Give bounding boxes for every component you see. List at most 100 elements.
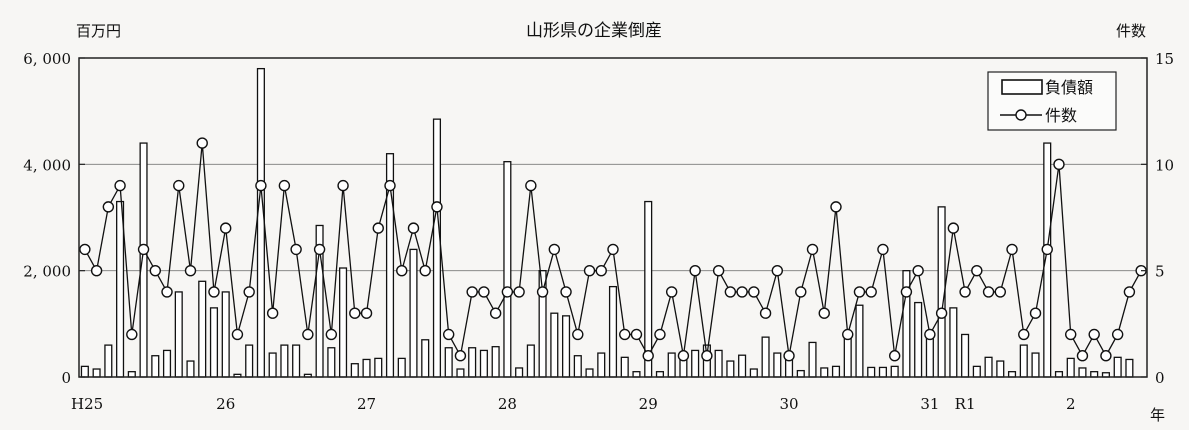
- debt-bar: [209, 307, 219, 378]
- count-marker: [736, 286, 748, 298]
- debt-bar: [468, 347, 477, 378]
- debt-bar: [397, 357, 406, 378]
- count-marker: [771, 264, 784, 277]
- legend-marker-swatch: [1015, 109, 1027, 121]
- debt-bar: [362, 358, 371, 378]
- count-marker: [302, 328, 314, 341]
- count-marker: [548, 243, 561, 256]
- count-marker: [231, 328, 244, 341]
- x-tick-label: H25: [71, 395, 103, 413]
- count-marker: [783, 350, 795, 362]
- left-axis-ticks: 6, 000 4, 000 2, 000 0: [23, 50, 85, 387]
- count-marker: [525, 179, 537, 192]
- x-tick-label: 26: [216, 395, 235, 413]
- legend-label-count: 件数: [1045, 106, 1077, 125]
- count-marker: [689, 264, 701, 277]
- left-tick-label: 6, 000: [23, 50, 71, 68]
- count-marker: [337, 179, 349, 192]
- debt-bar: [515, 367, 524, 378]
- count-marker: [935, 307, 948, 319]
- left-tick-label: 2, 000: [23, 263, 71, 281]
- count-marker: [865, 286, 877, 298]
- count-marker: [278, 179, 291, 192]
- count-marker: [1100, 350, 1112, 362]
- debt-bar: [878, 366, 887, 378]
- debt-bar: [432, 118, 442, 378]
- debt-bar: [80, 365, 89, 378]
- count-marker: [595, 264, 607, 277]
- debt-bar: [1019, 344, 1028, 378]
- x-tick-label: 28: [498, 395, 517, 413]
- left-tick-label: 4, 000: [23, 156, 71, 174]
- count-marker: [1006, 243, 1018, 256]
- count-marker: [619, 328, 631, 341]
- count-marker: [313, 243, 326, 256]
- count-marker: [947, 222, 960, 234]
- debt-bars: [80, 67, 1134, 378]
- debt-bar: [726, 360, 735, 378]
- count-marker: [161, 286, 173, 298]
- x-tick-label: R1: [955, 395, 976, 413]
- debt-bar: [409, 248, 418, 378]
- debt-bar: [327, 347, 336, 378]
- right-tick-label: 0: [1155, 369, 1165, 387]
- debt-bar: [526, 344, 535, 378]
- debt-bar: [632, 371, 641, 378]
- debt-bar: [961, 333, 970, 378]
- count-marker: [243, 286, 255, 298]
- right-tick-label: 10: [1155, 156, 1174, 174]
- debt-bar: [573, 355, 582, 378]
- debt-bar: [749, 368, 758, 378]
- count-marker: [290, 243, 302, 256]
- count-marker: [396, 264, 408, 277]
- debt-bar: [1007, 371, 1017, 378]
- count-marker: [712, 264, 725, 277]
- debt-bar: [620, 356, 629, 378]
- debt-bar: [116, 200, 125, 378]
- debt-bar: [139, 142, 148, 378]
- debt-bar: [890, 365, 899, 378]
- debt-bar: [761, 336, 770, 378]
- debt-bar: [1054, 371, 1064, 378]
- debt-bar: [268, 352, 277, 378]
- debt-bar: [831, 365, 841, 378]
- count-marker: [994, 286, 1006, 298]
- count-marker: [325, 328, 338, 341]
- count-marker: [384, 179, 396, 192]
- right-tick-label: 15: [1155, 50, 1174, 68]
- count-marker: [560, 286, 572, 298]
- count-marker: [419, 264, 431, 277]
- count-marker: [102, 201, 115, 213]
- count-marker: [888, 350, 901, 362]
- count-marker: [877, 243, 889, 256]
- count-marker: [677, 350, 690, 362]
- debt-bar: [597, 352, 606, 378]
- count-marker: [431, 201, 443, 213]
- count-marker: [842, 328, 854, 341]
- count-marker: [90, 264, 103, 277]
- count-marker: [536, 286, 549, 298]
- debt-bar: [127, 371, 136, 378]
- x-tick-label: 29: [639, 395, 658, 413]
- debt-bar: [855, 304, 864, 378]
- debt-bar: [292, 344, 301, 378]
- debt-bar: [92, 368, 101, 378]
- debt-bar: [444, 347, 453, 378]
- debt-bar: [479, 349, 488, 378]
- count-marker: [654, 328, 666, 341]
- debt-bar: [1078, 367, 1087, 378]
- debt-bar: [843, 333, 852, 378]
- debt-bar: [1066, 357, 1075, 378]
- debt-bar: [374, 357, 383, 378]
- legend-bar-swatch: [1001, 79, 1043, 95]
- debt-bar: [503, 161, 512, 378]
- debt-bar: [972, 365, 981, 378]
- count-marker: [1029, 307, 1042, 319]
- debt-bar: [162, 349, 172, 378]
- debt-bar: [186, 360, 195, 378]
- x-tick-label: 30: [779, 395, 798, 413]
- count-marker: [701, 350, 713, 362]
- count-marker: [795, 286, 807, 298]
- count-marker: [806, 243, 819, 256]
- count-marker: [184, 264, 197, 277]
